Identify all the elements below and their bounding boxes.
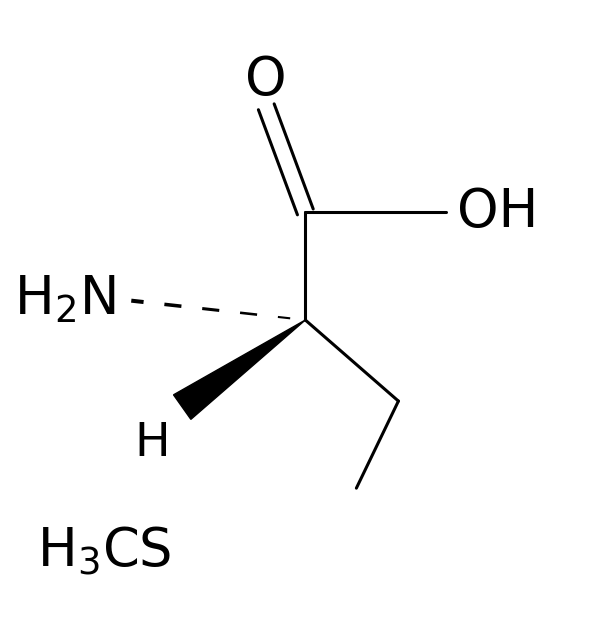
Polygon shape: [174, 320, 305, 419]
Text: OH: OH: [457, 186, 538, 238]
Text: $\mathregular{H_3CS}$: $\mathregular{H_3CS}$: [37, 525, 171, 578]
Text: O: O: [245, 54, 287, 106]
Text: $\mathregular{H_2N}$: $\mathregular{H_2N}$: [15, 273, 116, 325]
Text: H: H: [134, 420, 170, 466]
